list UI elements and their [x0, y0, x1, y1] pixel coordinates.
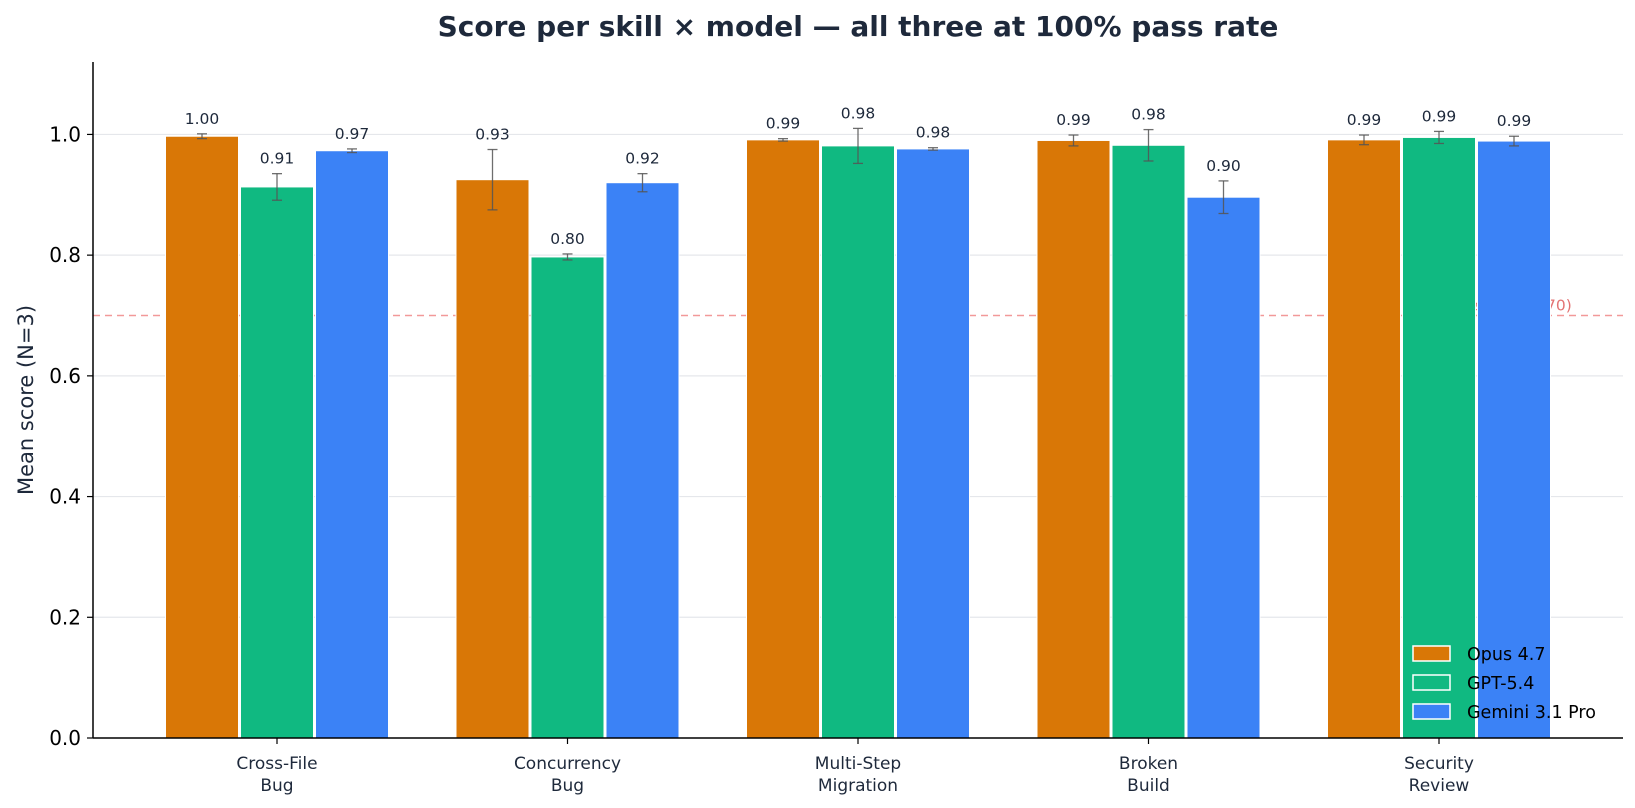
- bar: [746, 139, 820, 739]
- x-tick-label: Multi-Step Migration: [815, 754, 901, 796]
- bar: [896, 148, 970, 739]
- data-label: 0.97: [335, 125, 370, 143]
- data-label: 0.99: [1497, 112, 1532, 130]
- x-tick-label: Broken Build: [1119, 754, 1178, 796]
- x-tick-label: Cross-File Bug: [236, 754, 317, 796]
- data-label: 0.99: [1422, 107, 1457, 125]
- y-tick-label: 0.8: [49, 243, 81, 267]
- x-tick-label-line: Multi-Step: [815, 754, 901, 774]
- legend-swatch: [1412, 703, 1451, 720]
- bar: [1477, 140, 1551, 739]
- bar: [455, 179, 530, 739]
- y-tick-label: 0.4: [49, 485, 81, 509]
- legend-label: GPT-5.4: [1467, 674, 1534, 694]
- bar: [530, 256, 605, 739]
- data-label: 0.90: [1206, 157, 1241, 175]
- x-tick-label-line: Migration: [818, 776, 898, 796]
- bar: [605, 182, 680, 739]
- data-label: 0.98: [841, 104, 876, 122]
- bar: [1036, 139, 1111, 739]
- data-label: 0.98: [916, 124, 951, 142]
- y-tick-label: 1.0: [49, 122, 81, 146]
- x-tick-label: Security Review: [1404, 754, 1474, 796]
- legend-label: Opus 4.7: [1467, 645, 1546, 665]
- x-tick-label-line: Security: [1404, 754, 1474, 774]
- data-label: 0.99: [1056, 111, 1091, 129]
- legend: Opus 4.7 GPT-5.4 Gemini 3.1 Pro: [1412, 645, 1596, 723]
- x-tick-label-line: Concurrency: [514, 754, 621, 774]
- bar: [1111, 144, 1186, 739]
- bar: [165, 135, 239, 739]
- y-axis-label: Mean score (N=3): [14, 305, 38, 495]
- data-label: 1.00: [185, 110, 220, 128]
- data-label: 0.99: [1347, 111, 1382, 129]
- bar: [315, 150, 389, 739]
- x-tick-label-line: Broken: [1119, 754, 1178, 774]
- bar: [1327, 139, 1401, 739]
- data-label: 0.80: [550, 230, 585, 248]
- bars: [165, 135, 1551, 739]
- data-label: 0.98: [1131, 106, 1166, 124]
- legend-label: Gemini 3.1 Pro: [1467, 703, 1596, 723]
- error-bars: [197, 127, 1519, 261]
- data-label: 0.93: [475, 126, 510, 144]
- data-label: 0.91: [260, 150, 295, 168]
- data-labels: 1.00 0.93 0.99 0.99 0.99 0.91 0.80 0.98 0.98 0.99…: [185, 104, 1532, 248]
- y-tick-label: 0.0: [49, 726, 81, 750]
- y-tick-label: 0.6: [49, 364, 81, 388]
- x-tick-label-line: Review: [1409, 776, 1470, 796]
- chart-title: Score per skill × model — all three at 1…: [438, 10, 1279, 43]
- x-tick-label: Concurrency Bug: [514, 754, 621, 796]
- y-tick-label: 0.2: [49, 605, 81, 629]
- bar: [1186, 196, 1261, 739]
- x-tick-label-line: Bug: [551, 776, 584, 796]
- data-label: 0.99: [766, 115, 801, 133]
- x-tick-label-line: Cross-File: [236, 754, 317, 774]
- bar: [240, 186, 314, 739]
- x-tick-label-line: Build: [1127, 776, 1170, 796]
- x-tick-label-line: Bug: [260, 776, 293, 796]
- data-label: 0.92: [625, 150, 660, 168]
- legend-swatch: [1412, 674, 1451, 691]
- bar: [821, 145, 895, 739]
- legend-swatch: [1412, 645, 1451, 662]
- y-ticks: 0.0 0.2 0.4 0.6 0.8 1.0: [49, 122, 93, 750]
